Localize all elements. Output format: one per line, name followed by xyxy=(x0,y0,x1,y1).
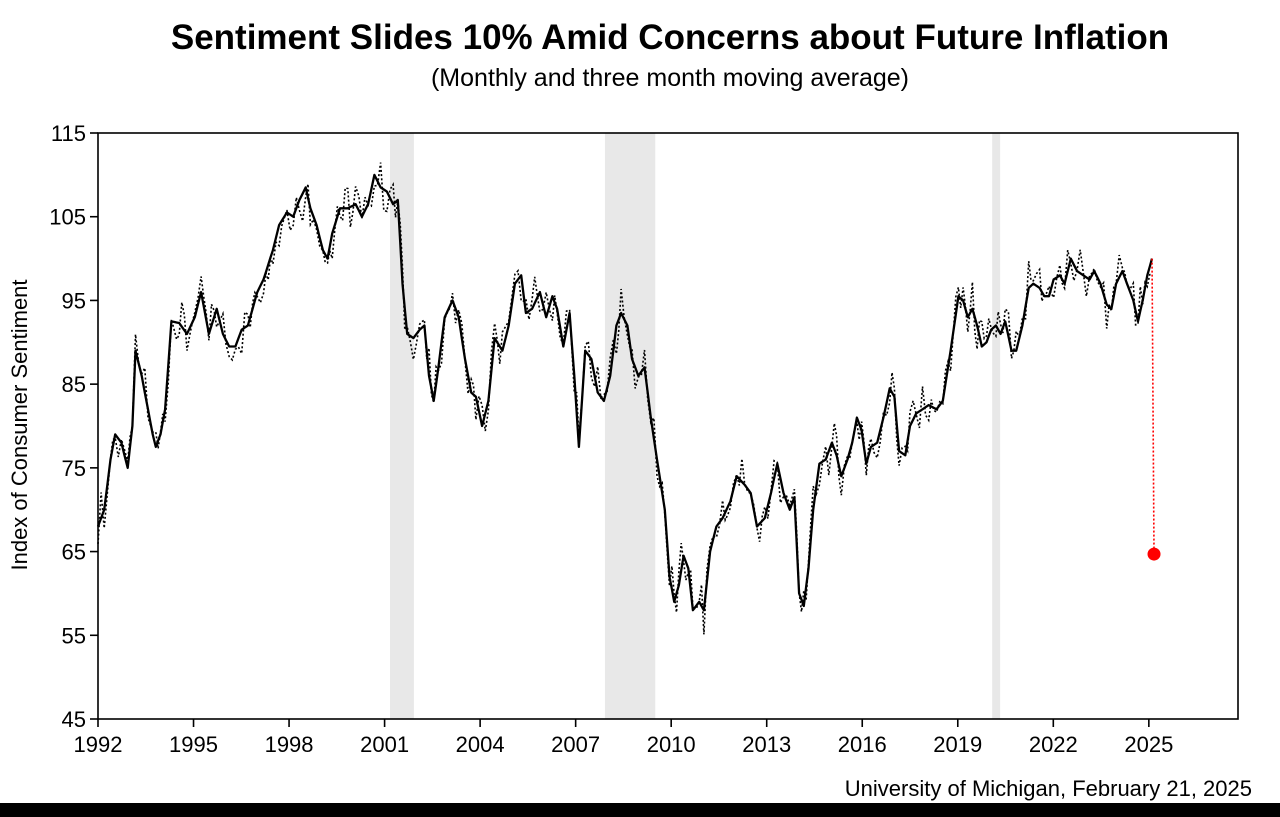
x-tick-label: 1995 xyxy=(169,732,218,757)
latest-connector xyxy=(1151,258,1155,555)
monthly-line xyxy=(97,162,1153,635)
x-tick-label: 1998 xyxy=(265,732,314,757)
chart-subtitle: (Monthly and three month moving average) xyxy=(430,64,910,92)
x-tick-label: 2016 xyxy=(838,732,887,757)
x-tick-label: 2019 xyxy=(933,732,982,757)
y-tick-label: 75 xyxy=(62,456,86,481)
recession-band-0 xyxy=(390,133,414,719)
y-tick-label: 105 xyxy=(49,205,86,230)
y-tick-label: 55 xyxy=(62,623,86,648)
x-tick-label: 2001 xyxy=(360,732,409,757)
chart-title: Sentiment Slides 10% Amid Concerns about… xyxy=(170,18,1170,57)
recession-band-1 xyxy=(604,133,656,719)
recession-band-2 xyxy=(992,133,1001,719)
recession-bands xyxy=(390,133,1001,719)
x-tick-label: 2022 xyxy=(1029,732,1078,757)
axes: 45 55 65 75 85 95 105 115 1992 1995 1998 2001 2004 20… xyxy=(49,121,1239,757)
x-tick-label: 2025 xyxy=(1124,732,1173,757)
plot-frame xyxy=(97,132,1239,720)
moving-average-series xyxy=(96,173,1154,612)
y-tick-label: 65 xyxy=(62,540,86,565)
y-tick-label: 115 xyxy=(51,121,86,146)
monthly-series xyxy=(97,162,1153,635)
latest-reading xyxy=(1147,258,1161,561)
x-tick-label: 2007 xyxy=(551,732,600,757)
x-tick-label: 2010 xyxy=(647,732,696,757)
chart-source-note: University of Michigan, February 21, 202… xyxy=(844,776,1252,801)
y-tick-label: 45 xyxy=(62,707,86,732)
latest-point xyxy=(1147,547,1161,561)
y-tick-label: 95 xyxy=(62,288,86,313)
bottom-bar xyxy=(0,803,1280,817)
x-tick-label: 2004 xyxy=(456,732,505,757)
y-axis-label: Index of Consumer Sentiment xyxy=(7,279,32,570)
x-tick-label: 1992 xyxy=(74,732,123,757)
moving-average-line xyxy=(96,173,1154,612)
x-tick-label: 2013 xyxy=(742,732,791,757)
y-tick-label: 85 xyxy=(62,372,86,397)
